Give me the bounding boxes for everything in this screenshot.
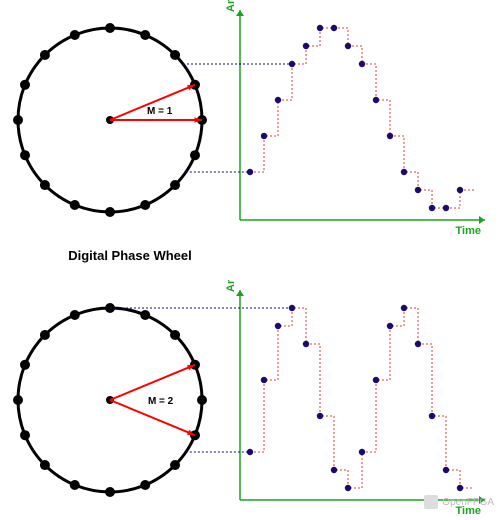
diagram-title: Digital Phase Wheel xyxy=(0,248,260,263)
svg-text:Amplitude: Amplitude xyxy=(225,0,237,12)
svg-text:Time: Time xyxy=(456,225,481,237)
watermark: OpenFPGA xyxy=(424,495,494,509)
panel-bottom: M = 2 AmplitudeTime xyxy=(0,280,500,520)
svg-text:M = 1: M = 1 xyxy=(147,106,173,117)
svg-text:M = 2: M = 2 xyxy=(148,396,174,407)
watermark-text: OpenFPGA xyxy=(442,497,494,508)
top-svg: M = 1 Amplitude Time xyxy=(0,0,500,240)
watermark-icon xyxy=(424,495,438,509)
panel-top: M = 1 Amplitude Time xyxy=(0,0,500,240)
svg-text:Amplitude: Amplitude xyxy=(225,280,237,292)
bottom-svg: M = 2 AmplitudeTime xyxy=(0,280,500,520)
